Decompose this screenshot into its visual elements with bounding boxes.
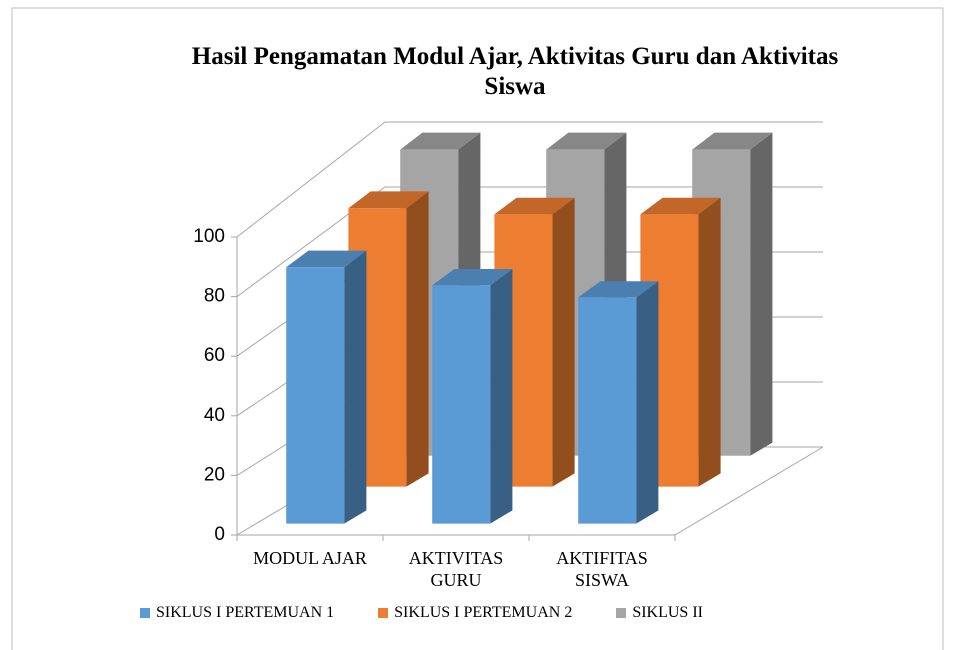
bar-side	[344, 250, 367, 524]
legend-swatch	[140, 608, 150, 618]
bar-front	[432, 285, 491, 524]
bar-side	[406, 191, 429, 487]
legend-item: SIKLUS I PERTEMUAN 2	[378, 604, 572, 622]
bar-top	[578, 281, 659, 298]
x-tick-label: AKTIVITAS GURU	[408, 548, 504, 590]
y-tick-label: 80	[204, 286, 225, 307]
bar	[432, 269, 513, 524]
bar-side	[552, 197, 575, 487]
y-tick-label: 100	[193, 226, 225, 247]
legend-label: SIKLUS I PERTEMUAN 1	[156, 604, 335, 621]
grid-line	[236, 121, 823, 238]
bar-top	[640, 197, 721, 215]
legend-swatch	[378, 608, 389, 618]
bar-side	[636, 281, 659, 524]
y-tick-label: 60	[204, 345, 225, 366]
chart-frame	[11, 7, 944, 650]
bar-front	[286, 267, 345, 524]
bar-top	[286, 250, 367, 268]
bar-top	[348, 191, 429, 209]
bar-top	[494, 197, 575, 215]
bar-side	[490, 269, 513, 524]
bar-top	[400, 132, 481, 150]
bar	[578, 281, 659, 524]
y-tick-label: 0	[214, 524, 225, 545]
bar-top	[432, 269, 513, 286]
bar-top	[546, 132, 627, 150]
y-tick-label: 20	[204, 464, 225, 485]
bar	[286, 250, 367, 524]
legend: SIKLUS I PERTEMUAN 1 SIKLUS I PERTEMUAN 2…	[140, 604, 703, 622]
legend-label: SIKLUS I PERTEMUAN 2	[394, 604, 573, 621]
chart-title: Hasil Pengamatan Modul Ajar, Aktivitas G…	[191, 43, 839, 100]
bar-side	[750, 132, 773, 456]
y-tick-label: 40	[204, 405, 225, 426]
bar-side	[698, 197, 721, 487]
legend-swatch	[616, 608, 627, 618]
bar-front	[578, 297, 637, 524]
legend-label: SIKLUS II	[632, 604, 703, 621]
x-tick-label: AKTIFITAS SISWA	[556, 548, 648, 590]
legend-item: SIKLUS I PERTEMUAN 1	[140, 604, 334, 622]
bar-top	[692, 132, 773, 150]
grid-line	[236, 186, 823, 298]
x-tick-label: MODUL AJAR	[253, 548, 367, 568]
legend-item: SIKLUS II	[616, 604, 703, 622]
